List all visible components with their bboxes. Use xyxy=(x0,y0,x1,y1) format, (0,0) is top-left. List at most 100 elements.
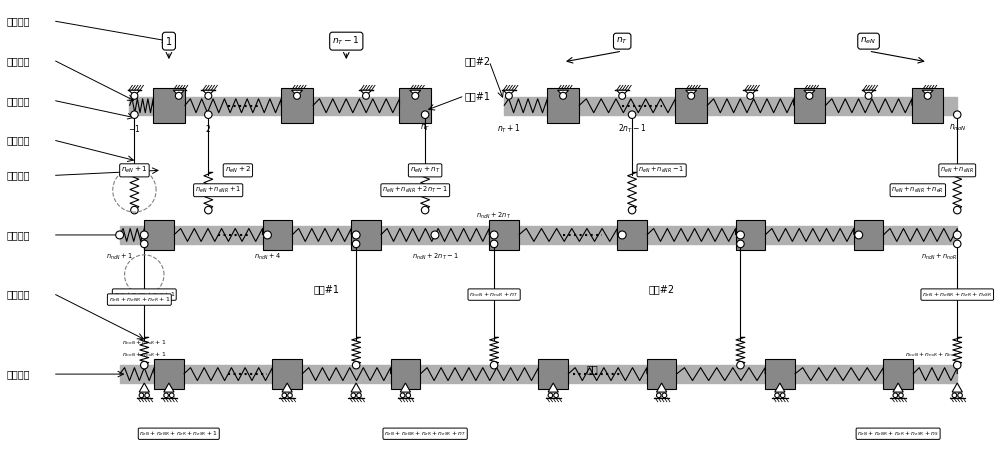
Bar xyxy=(547,88,579,123)
Circle shape xyxy=(619,92,626,99)
Circle shape xyxy=(899,393,903,398)
Circle shape xyxy=(264,231,271,239)
Text: $n_{eN}+n_{eNR}$: $n_{eN}+n_{eNR}$ xyxy=(940,165,974,176)
Bar xyxy=(736,220,765,250)
Text: $n_{noN}+n_{noR}+1$: $n_{noN}+n_{noR}+1$ xyxy=(122,350,166,359)
Circle shape xyxy=(141,361,148,369)
Circle shape xyxy=(780,393,785,398)
Bar xyxy=(504,97,957,115)
Polygon shape xyxy=(952,383,962,392)
Circle shape xyxy=(806,92,813,99)
Polygon shape xyxy=(164,383,174,392)
Polygon shape xyxy=(351,383,361,392)
Circle shape xyxy=(406,393,411,398)
Circle shape xyxy=(421,111,429,118)
Circle shape xyxy=(855,231,863,239)
Text: $n_{eN}+n_{eNR}+n_{eR}$: $n_{eN}+n_{eNR}+n_{eR}$ xyxy=(891,185,944,195)
Bar xyxy=(153,88,185,123)
Text: $n_T+1$: $n_T+1$ xyxy=(497,123,521,135)
Circle shape xyxy=(618,231,626,239)
Text: $n_{eN}+n_{eNR}+n_{eR}+n_{eSR}+n_S$: $n_{eN}+n_{eNR}+n_{eR}+n_{eSR}+n_S$ xyxy=(857,429,939,438)
Text: 丝杠: 丝杠 xyxy=(587,364,599,374)
Text: $n_{eN}+n_{eNR}+2n_T-1$: $n_{eN}+n_{eNR}+2n_T-1$ xyxy=(382,185,448,195)
Circle shape xyxy=(131,111,138,118)
Circle shape xyxy=(116,231,124,239)
Polygon shape xyxy=(360,90,372,96)
Text: $1$: $1$ xyxy=(165,35,173,47)
Text: $2$: $2$ xyxy=(205,123,211,134)
Circle shape xyxy=(548,393,553,398)
Circle shape xyxy=(205,206,212,214)
Bar xyxy=(154,359,184,389)
Text: 丝杠单元: 丝杠单元 xyxy=(6,369,30,379)
Circle shape xyxy=(294,92,300,99)
Bar xyxy=(120,226,957,244)
Circle shape xyxy=(628,111,636,118)
Text: 滚柱#2: 滚柱#2 xyxy=(649,285,675,295)
Bar xyxy=(765,359,795,389)
Polygon shape xyxy=(804,90,815,96)
Circle shape xyxy=(747,92,754,99)
Bar xyxy=(263,220,292,250)
Text: $n_{eN}+n_{eNR}+n_{eR}+1$: $n_{eN}+n_{eNR}+n_{eR}+1$ xyxy=(109,295,170,304)
Text: $n_{noN}$: $n_{noN}$ xyxy=(949,123,966,133)
Circle shape xyxy=(288,393,292,398)
Polygon shape xyxy=(203,90,214,96)
Circle shape xyxy=(954,206,961,214)
Bar xyxy=(120,365,957,383)
Circle shape xyxy=(357,393,361,398)
Circle shape xyxy=(958,393,962,398)
Text: $n_{eN}+n_{eNR}+n_{eR}+n_{eSR}$: $n_{eN}+n_{eNR}+n_{eR}+n_{eSR}$ xyxy=(922,290,992,299)
Circle shape xyxy=(554,393,558,398)
Text: $n_{noN}+n_{noR}+1$: $n_{noN}+n_{noR}+1$ xyxy=(122,339,166,347)
Text: 滚柱#1: 滚柱#1 xyxy=(314,285,340,295)
Circle shape xyxy=(737,231,744,239)
Text: 螺母单元: 螺母单元 xyxy=(6,56,30,66)
Text: $-1$: $-1$ xyxy=(128,123,141,134)
Circle shape xyxy=(352,361,360,369)
Text: $n_{noN}+n_{noR}+n_{noS}$: $n_{noN}+n_{noR}+n_{noS}$ xyxy=(905,350,957,359)
Text: $n_{noN}+4$: $n_{noN}+4$ xyxy=(254,252,281,262)
Polygon shape xyxy=(656,383,667,392)
Text: $n_{eN}+2$: $n_{eN}+2$ xyxy=(225,165,251,176)
Text: 螺母#1: 螺母#1 xyxy=(465,91,491,101)
Circle shape xyxy=(169,393,174,398)
Bar xyxy=(794,88,825,123)
Circle shape xyxy=(175,92,182,99)
Polygon shape xyxy=(400,383,411,392)
Circle shape xyxy=(351,393,356,398)
Text: $n_{eN}+n_{eNR}+n_{eR}+n_{eSR}+n_T$: $n_{eN}+n_{eNR}+n_{eR}+n_{eSR}+n_T$ xyxy=(384,429,466,438)
Text: 螺母#2: 螺母#2 xyxy=(465,56,491,66)
Bar xyxy=(129,97,425,115)
Circle shape xyxy=(775,393,779,398)
Text: $n_T$: $n_T$ xyxy=(420,123,430,133)
Bar xyxy=(538,359,568,389)
Text: $n_{eN}+n_T$: $n_{eN}+n_T$ xyxy=(410,165,440,176)
Circle shape xyxy=(662,393,667,398)
Polygon shape xyxy=(922,90,933,96)
Text: $n_{eN}+1$: $n_{eN}+1$ xyxy=(121,165,148,176)
Circle shape xyxy=(954,240,961,248)
Bar xyxy=(144,220,174,250)
Circle shape xyxy=(656,393,661,398)
Bar xyxy=(351,220,381,250)
Text: $n_{eN}+n_{eNR}+1$: $n_{eN}+n_{eNR}+1$ xyxy=(195,185,241,195)
Text: 节点编号: 节点编号 xyxy=(6,96,30,106)
Polygon shape xyxy=(129,90,140,96)
Circle shape xyxy=(164,393,168,398)
Polygon shape xyxy=(548,383,558,392)
Bar xyxy=(675,88,707,123)
Polygon shape xyxy=(410,90,421,96)
Text: 接触单元: 接触单元 xyxy=(6,289,30,299)
Text: 滚柱单元: 滚柱单元 xyxy=(6,230,30,240)
Text: 单元编号: 单元编号 xyxy=(6,16,30,26)
Text: $n_T-1$: $n_T-1$ xyxy=(332,35,360,47)
Circle shape xyxy=(893,393,898,398)
Text: $n_{noN}+1$: $n_{noN}+1$ xyxy=(106,252,133,262)
Circle shape xyxy=(205,111,212,118)
Polygon shape xyxy=(291,90,303,96)
Circle shape xyxy=(400,393,405,398)
Circle shape xyxy=(139,393,144,398)
Circle shape xyxy=(560,92,567,99)
Circle shape xyxy=(412,92,419,99)
